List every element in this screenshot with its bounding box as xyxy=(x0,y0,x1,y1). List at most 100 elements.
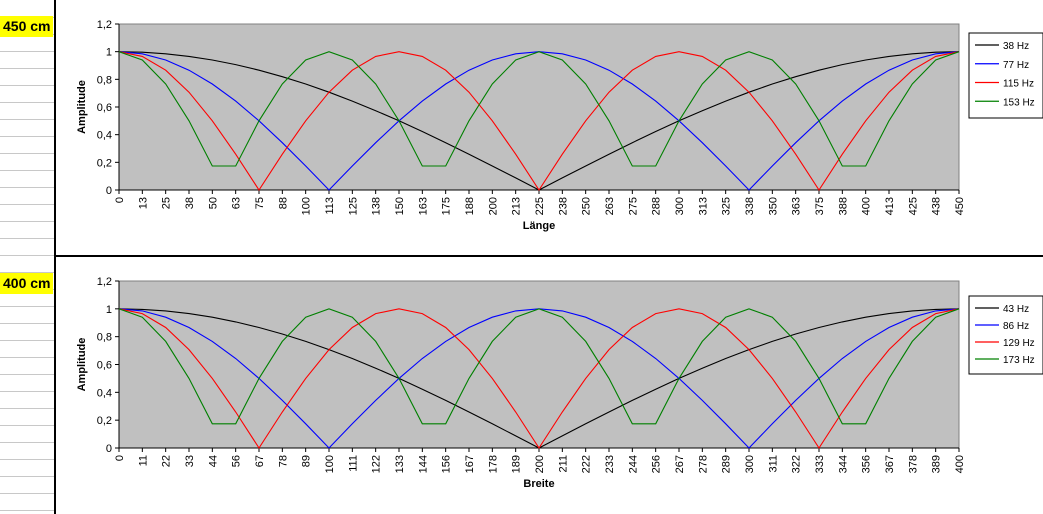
x-tick-label: 288 xyxy=(651,197,663,215)
y-tick-label: 1,2 xyxy=(97,276,112,288)
sheet-row-line xyxy=(0,510,54,511)
x-tick-label: 38 xyxy=(184,197,196,209)
sheet-row-line xyxy=(0,459,54,460)
x-tick-label: 125 xyxy=(347,197,359,215)
legend-box xyxy=(968,32,1043,119)
x-tick-label: 144 xyxy=(417,455,429,473)
y-axis-label: Amplitude xyxy=(76,80,88,134)
x-tick-label: 122 xyxy=(371,455,383,473)
sheet-row-line xyxy=(0,425,54,426)
sheet-row-line xyxy=(0,119,54,120)
x-tick-label: 113 xyxy=(324,197,336,215)
x-tick-label: 400 xyxy=(954,455,966,473)
x-axis-label: Breite xyxy=(523,478,554,490)
x-tick-label: 11 xyxy=(137,455,149,466)
x-tick-label: 400 xyxy=(861,197,873,215)
y-tick-label: 0,8 xyxy=(97,74,112,86)
x-tick-label: 156 xyxy=(441,455,453,473)
x-tick-label: 75 xyxy=(254,197,266,209)
x-tick-label: 88 xyxy=(277,197,289,209)
y-tick-label: 0 xyxy=(106,185,112,197)
sheet-row-line xyxy=(0,442,54,443)
x-tick-label: 56 xyxy=(231,455,243,467)
x-tick-label: 363 xyxy=(791,197,803,215)
room-length-label: 450 cm xyxy=(0,16,54,37)
x-tick-label: 111 xyxy=(347,455,359,472)
y-tick-label: 1,2 xyxy=(97,19,112,31)
x-tick-label: 89 xyxy=(301,455,313,467)
x-tick-label: 222 xyxy=(581,455,593,473)
legend-entry: 115 Hz xyxy=(1003,79,1034,90)
legend-entry: 129 Hz xyxy=(1003,338,1035,349)
x-tick-label: 238 xyxy=(557,197,569,215)
sheet-row-line xyxy=(0,170,54,171)
x-tick-label: 338 xyxy=(744,197,756,215)
x-tick-label: 225 xyxy=(534,197,546,215)
sheet-row-line xyxy=(0,357,54,358)
x-tick-label: 311 xyxy=(767,455,779,473)
sheet-row-line xyxy=(0,204,54,205)
sheet-row-line xyxy=(0,255,54,256)
x-tick-label: 22 xyxy=(161,455,173,467)
x-tick-label: 33 xyxy=(184,455,196,467)
y-tick-label: 0,2 xyxy=(97,157,112,169)
sheet-row-line xyxy=(0,238,54,239)
x-tick-label: 333 xyxy=(814,455,826,473)
legend-entry: 86 Hz xyxy=(1003,321,1029,332)
sheet-row-line xyxy=(0,102,54,103)
x-tick-label: 375 xyxy=(814,197,826,215)
x-tick-label: 211 xyxy=(557,455,569,473)
x-tick-label: 189 xyxy=(511,455,523,473)
x-tick-label: 356 xyxy=(861,455,873,473)
x-tick-label: 244 xyxy=(627,455,639,473)
x-tick-label: 163 xyxy=(417,197,429,215)
x-tick-label: 133 xyxy=(394,455,406,473)
y-tick-label: 0,4 xyxy=(97,387,112,399)
y-tick-label: 0 xyxy=(106,443,112,455)
x-tick-label: 367 xyxy=(884,455,896,473)
x-tick-label: 13 xyxy=(137,197,149,209)
x-tick-label: 289 xyxy=(721,455,733,473)
x-tick-label: 250 xyxy=(581,197,593,215)
x-tick-label: 267 xyxy=(674,455,686,473)
x-tick-label: 63 xyxy=(231,197,243,209)
x-tick-label: 175 xyxy=(441,197,453,215)
x-tick-label: 300 xyxy=(674,197,686,215)
sheet-row-line xyxy=(0,374,54,375)
x-tick-label: 44 xyxy=(207,455,219,467)
y-tick-label: 0,4 xyxy=(97,130,112,142)
y-tick-label: 0,8 xyxy=(97,332,112,344)
spreadsheet-row-column xyxy=(0,0,54,514)
y-tick-label: 0,6 xyxy=(97,360,112,372)
x-tick-label: 388 xyxy=(837,197,849,215)
x-tick-label: 344 xyxy=(837,455,849,473)
x-tick-label: 378 xyxy=(907,455,919,473)
series-line xyxy=(118,308,960,450)
y-tick-label: 1 xyxy=(106,304,112,316)
plot-area xyxy=(118,280,960,449)
x-tick-label: 150 xyxy=(394,197,406,215)
x-tick-label: 213 xyxy=(511,197,523,215)
sheet-row-line xyxy=(0,272,54,273)
x-tick-label: 200 xyxy=(534,455,546,473)
x-tick-label: 50 xyxy=(207,197,219,209)
x-tick-label: 0 xyxy=(114,455,126,461)
x-tick-label: 178 xyxy=(487,455,499,473)
sheet-row-line xyxy=(0,68,54,69)
sheet-row-line xyxy=(0,187,54,188)
series-line xyxy=(118,51,960,192)
x-tick-label: 188 xyxy=(464,197,476,215)
x-tick-label: 322 xyxy=(791,455,803,473)
x-tick-label: 167 xyxy=(464,455,476,473)
y-tick-label: 0,6 xyxy=(97,102,112,114)
x-tick-label: 78 xyxy=(277,455,289,467)
y-tick-label: 0,2 xyxy=(97,415,112,427)
legend-box xyxy=(968,295,1043,375)
x-tick-label: 200 xyxy=(487,197,499,215)
sheet-row-line xyxy=(0,323,54,324)
sheet-row-line xyxy=(0,51,54,52)
sheet-row-line xyxy=(0,391,54,392)
legend-entry: 38 Hz xyxy=(1003,41,1029,52)
legend-entry: 173 Hz xyxy=(1003,355,1035,366)
x-tick-label: 256 xyxy=(651,455,663,473)
